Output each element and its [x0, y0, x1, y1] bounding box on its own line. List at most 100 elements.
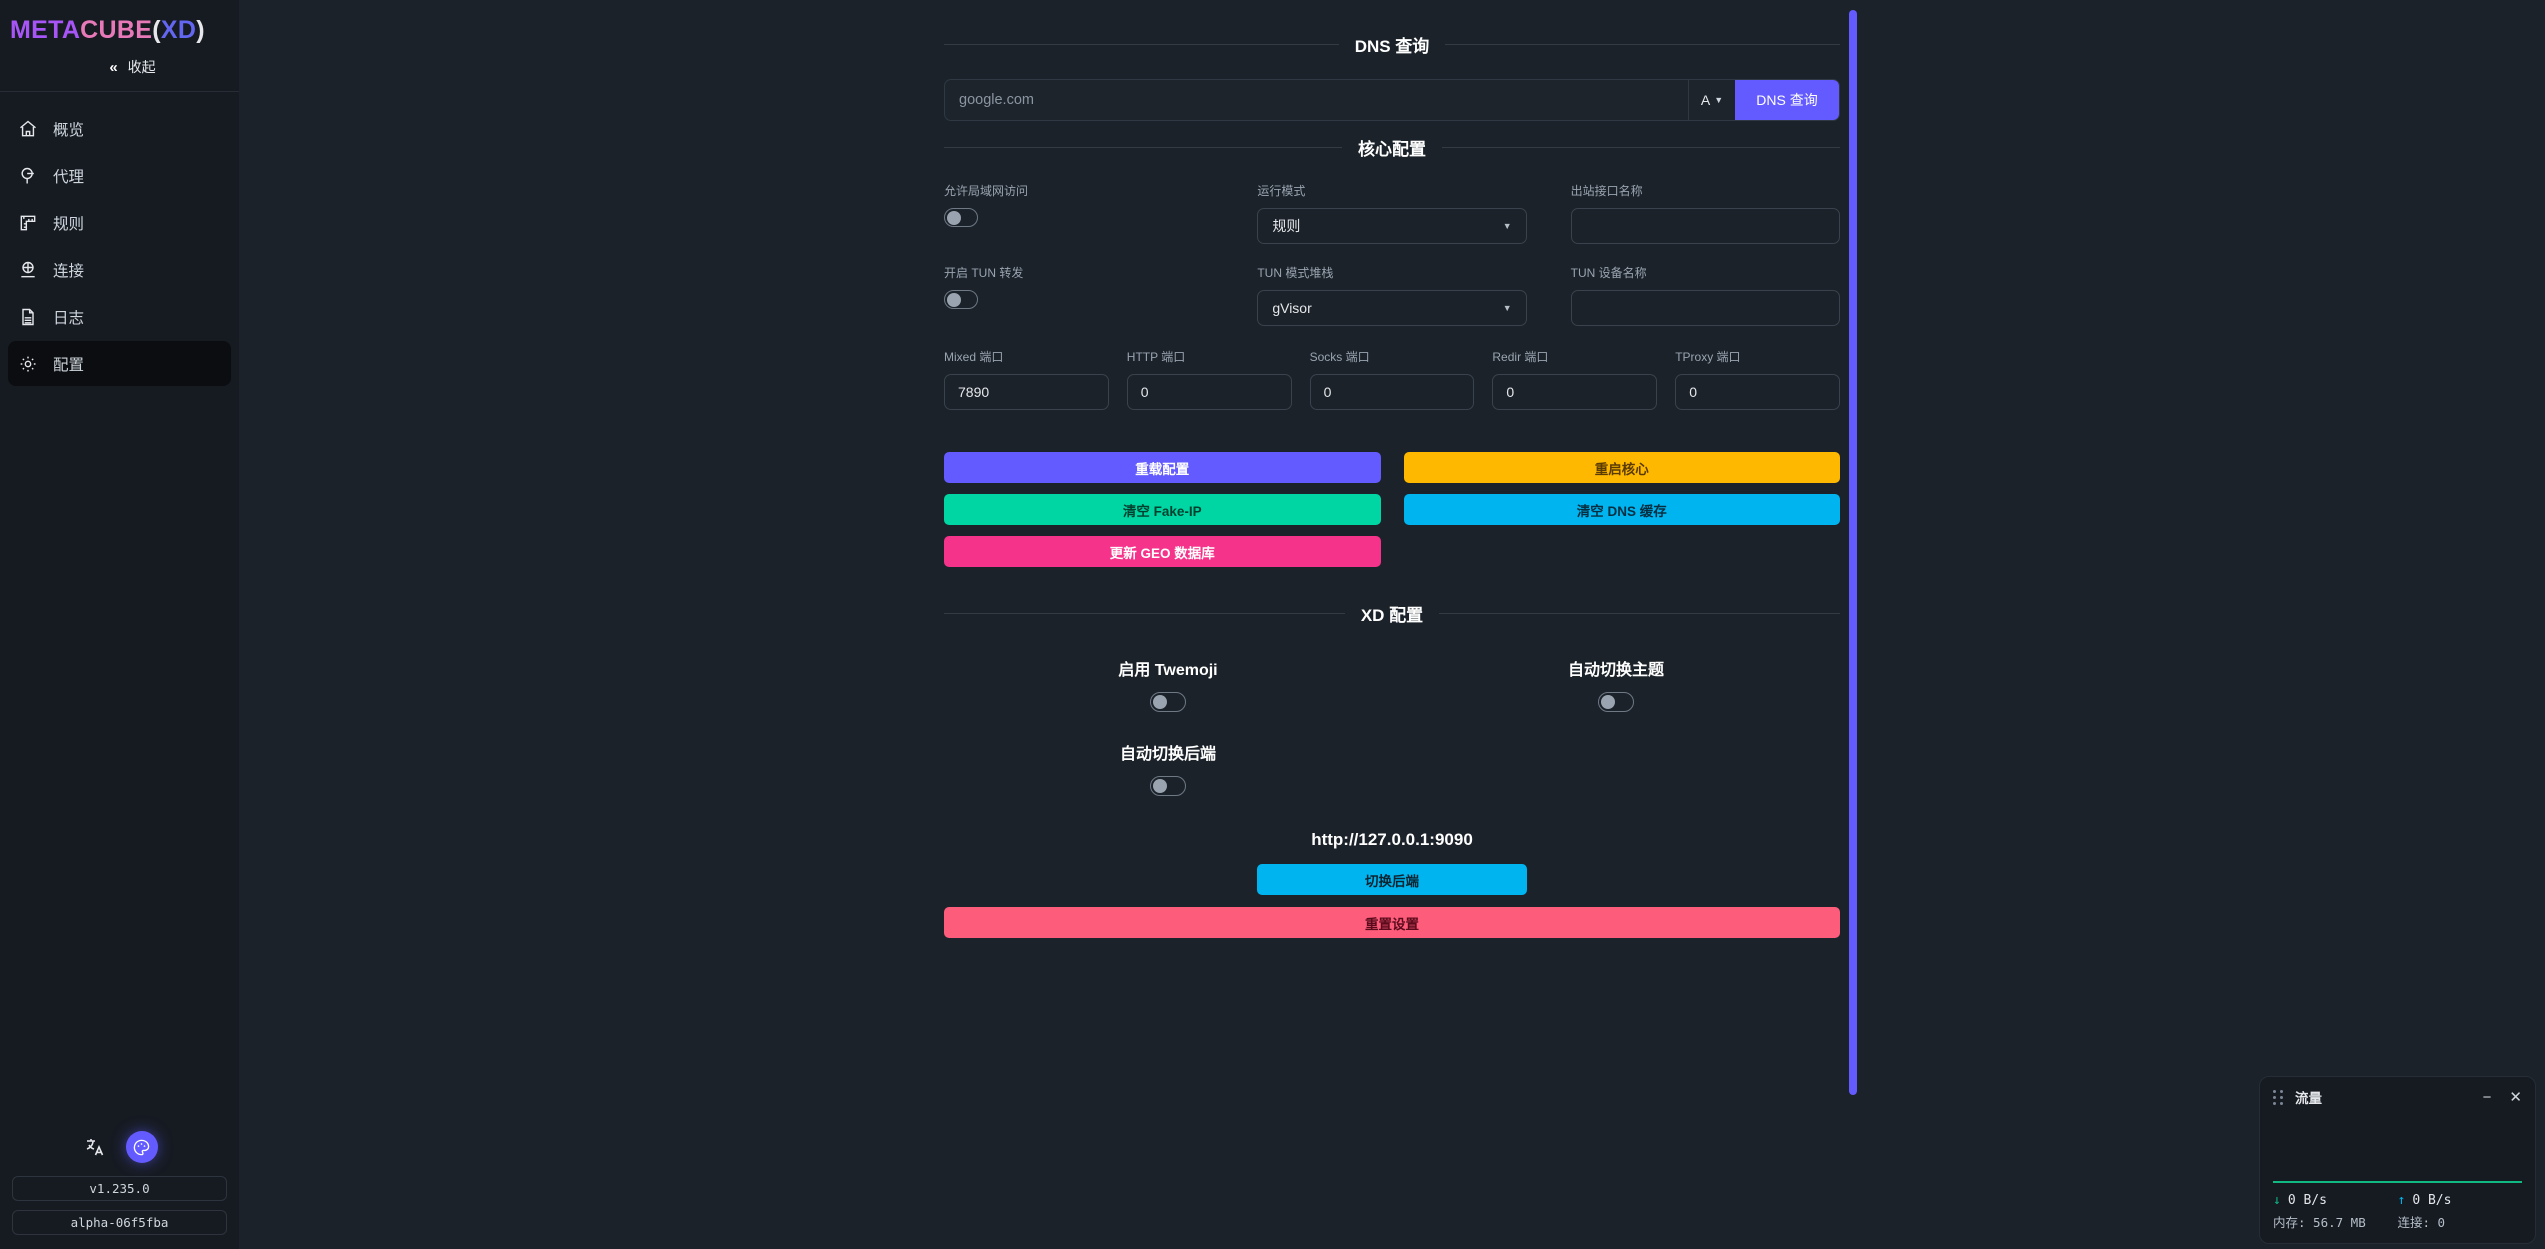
minimize-icon[interactable]: −: [2482, 1088, 2492, 1106]
arrow-up-icon: ↑: [2397, 1193, 2406, 1208]
tun-stack-select[interactable]: gVisor ▼: [1257, 290, 1527, 326]
port-input-http[interactable]: [1126, 374, 1292, 410]
twemoji-toggle[interactable]: [1150, 692, 1186, 712]
vertical-scrollbar[interactable]: [1849, 0, 1857, 1249]
dns-query-row: A ▼ DNS 查询: [944, 79, 1840, 121]
chevron-down-icon: ▼: [1714, 95, 1724, 105]
sidebar-item-label-rules: 规则: [53, 215, 85, 233]
file-lines-icon: [18, 307, 38, 327]
port-label-http: HTTP 端口: [1126, 350, 1186, 364]
sidebar-item-rules[interactable]: 规则: [8, 200, 231, 245]
connections-count: 连接: 0: [2397, 1215, 2446, 1230]
toggle-knob: [1153, 695, 1167, 709]
switch-backend-button[interactable]: 切换后端: [1257, 864, 1527, 895]
download-rate: ↓ 0 B/s: [2273, 1193, 2398, 1208]
sidebar-collapse-button[interactable]: « 收起: [0, 51, 239, 91]
sidebar-item-label-proxies: 代理: [53, 168, 85, 186]
core-fields-row-1: 允许局域网访问 运行模式 规则 ▼ 出站接口名称: [944, 182, 1840, 264]
dns-query-button[interactable]: DNS 查询: [1735, 80, 1839, 120]
scroll-area: DNS 查询 A ▼ DNS 查询 核心配置: [239, 0, 2545, 978]
close-icon[interactable]: ✕: [2509, 1088, 2522, 1106]
palette-icon[interactable]: [125, 1131, 158, 1163]
sidebar-item-overview[interactable]: 概览: [8, 106, 231, 151]
allow-lan-label: 允许局域网访问: [944, 184, 1029, 198]
clear-fakeip-button[interactable]: 清空 Fake-IP: [944, 494, 1381, 525]
restart-core-button[interactable]: 重启核心: [1403, 452, 1840, 483]
reset-settings-button[interactable]: 重置设置: [944, 907, 1840, 938]
port-field-tproxy: TProxy 端口: [1675, 348, 1840, 410]
memory-usage: 内存: 56.7 MB: [2273, 1215, 2366, 1230]
traffic-stats: ↓ 0 B/s 内存: 56.7 MB ↑ 0 B/s 连接: 0: [2273, 1193, 2522, 1231]
port-label-redir: Redir 端口: [1492, 350, 1549, 364]
reload-config-button[interactable]: 重载配置: [944, 452, 1381, 483]
interface-name-input[interactable]: [1570, 208, 1840, 244]
dns-domain-input[interactable]: [945, 80, 1688, 120]
port-input-redir[interactable]: [1492, 374, 1658, 410]
version-badge[interactable]: v1.235.0: [12, 1176, 227, 1201]
sidebar-item-connections[interactable]: 连接: [8, 247, 231, 292]
divider-left: [944, 613, 1345, 614]
download-rate-value: 0 B/s: [2287, 1193, 2327, 1208]
toggle-knob: [1153, 779, 1167, 793]
auto-theme-toggle[interactable]: [1598, 692, 1634, 712]
scrollbar-thumb[interactable]: [1849, 10, 1857, 1095]
port-input-mixed[interactable]: [944, 374, 1109, 410]
tun-enable-label: 开启 TUN 转发: [944, 266, 1024, 280]
chevrons-left-icon: «: [109, 58, 118, 76]
drag-handle-icon[interactable]: [2273, 1090, 2286, 1105]
mode-value: 规则: [1272, 218, 1301, 234]
mode-field: 运行模式 规则 ▼: [1257, 182, 1527, 244]
toggle-knob: [1601, 695, 1615, 709]
auto-theme-label: 自动切换主题: [1567, 662, 1664, 679]
core-section-title: 核心配置: [1358, 140, 1426, 159]
interface-name-field: 出站接口名称: [1570, 182, 1840, 244]
update-geo-database-button[interactable]: 更新 GEO 数据库: [944, 536, 1381, 567]
port-field-socks: Socks 端口: [1309, 348, 1475, 410]
sidebar-item-label-config: 配置: [53, 356, 85, 374]
sidebar-footer-icons: [82, 1131, 158, 1167]
dns-section-title: DNS 查询: [1354, 37, 1430, 56]
gear-icon: [18, 354, 38, 374]
tun-stack-value: gVisor: [1272, 300, 1312, 316]
chevron-down-icon: ▼: [1502, 221, 1512, 231]
upload-rate: ↑ 0 B/s: [2398, 1193, 2523, 1208]
sidebar-item-config[interactable]: 配置: [8, 341, 231, 386]
brand-xd: XD: [160, 16, 197, 44]
traffic-widget-header: 流量 − ✕: [2273, 1087, 2522, 1107]
mode-select[interactable]: 规则 ▼: [1257, 208, 1527, 244]
ports-row: Mixed 端口 HTTP 端口 Socks 端口 Redir 端口: [944, 348, 1840, 430]
translate-icon[interactable]: [82, 1134, 108, 1160]
clear-dns-cache-button[interactable]: 清空 DNS 缓存: [1403, 494, 1840, 525]
divider-left: [944, 147, 1342, 148]
divider-left: [944, 44, 1339, 45]
ruler-icon: [18, 213, 38, 233]
allow-lan-toggle[interactable]: [944, 208, 978, 227]
auto-backend-toggle[interactable]: [1150, 776, 1186, 796]
tun-enable-toggle[interactable]: [944, 290, 978, 309]
dns-record-type-select[interactable]: A ▼: [1688, 80, 1735, 120]
traffic-widget-title: 流量: [2295, 1091, 2322, 1106]
dns-record-type-value: A: [1700, 92, 1711, 108]
brand-part2: CUBE: [80, 16, 153, 44]
tun-device-label: TUN 设备名称: [1570, 266, 1647, 280]
upload-rate-value: 0 B/s: [2412, 1193, 2452, 1208]
port-input-tproxy[interactable]: [1675, 374, 1840, 410]
core-action-buttons: 重载配置 重启核心 清空 Fake-IP 清空 DNS 缓存 更新 GEO 数据…: [944, 452, 1840, 567]
sidebar-item-label-logs: 日志: [53, 309, 85, 327]
globe-pin-icon: [18, 166, 38, 186]
build-badge[interactable]: alpha-06f5fba: [12, 1210, 227, 1235]
network-icon: [18, 260, 38, 280]
sidebar-item-proxies[interactable]: 代理: [8, 153, 231, 198]
traffic-widget: 流量 − ✕ ↓ 0 B/s 内存: 56.7 MB ↑ 0 B/s: [2259, 1076, 2536, 1244]
brand-rparen: ): [196, 16, 205, 44]
port-input-socks[interactable]: [1309, 374, 1475, 410]
allow-lan-field: 允许局域网访问: [944, 182, 1213, 244]
traffic-chart-line: [2273, 1181, 2522, 1183]
tun-device-field: TUN 设备名称: [1570, 264, 1840, 326]
auto-backend-setting: 自动切换后端: [944, 740, 1392, 796]
download-column: ↓ 0 B/s 内存: 56.7 MB: [2273, 1193, 2398, 1231]
sidebar: METACUBE(XD) « 收起 概览 代理: [0, 0, 239, 1249]
sidebar-item-logs[interactable]: 日志: [8, 294, 231, 339]
tun-device-input[interactable]: [1570, 290, 1840, 326]
